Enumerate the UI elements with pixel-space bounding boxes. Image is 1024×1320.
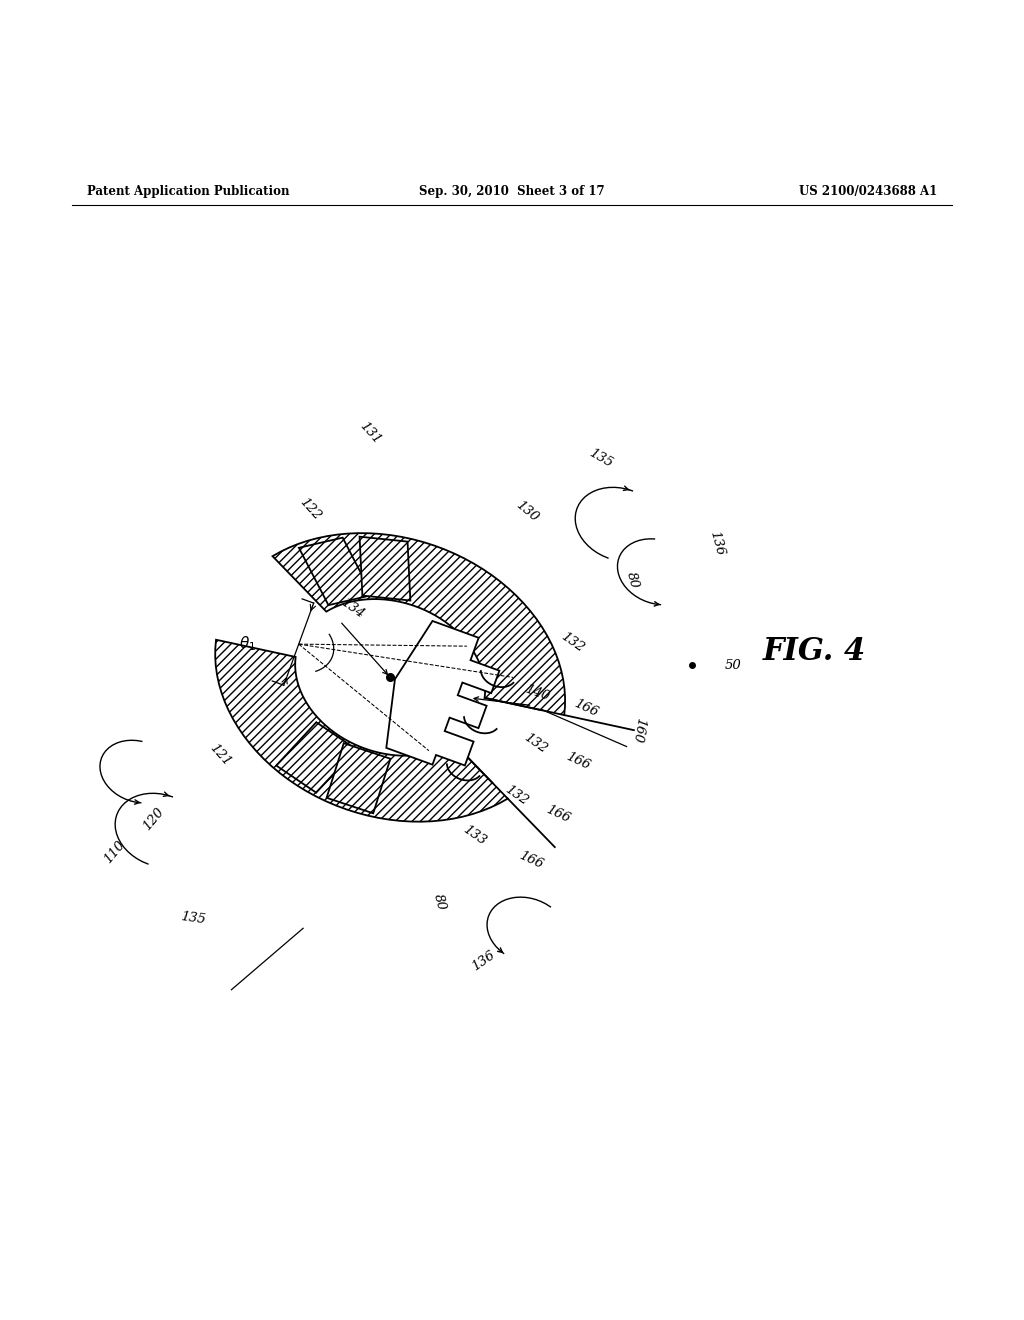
Text: 135: 135 <box>587 446 614 470</box>
Text: 130: 130 <box>513 499 541 524</box>
Text: 80: 80 <box>431 892 447 912</box>
Text: 166: 166 <box>571 697 600 719</box>
Text: 160: 160 <box>630 717 647 743</box>
Text: Sep. 30, 2010  Sheet 3 of 17: Sep. 30, 2010 Sheet 3 of 17 <box>419 185 605 198</box>
Polygon shape <box>386 620 500 766</box>
Polygon shape <box>215 640 508 821</box>
Text: 136: 136 <box>708 529 727 557</box>
Text: 132: 132 <box>521 730 549 755</box>
Text: 120: 120 <box>140 805 166 833</box>
Text: 166: 166 <box>517 849 545 871</box>
Text: 110: 110 <box>101 838 127 866</box>
Text: 140: 140 <box>523 682 551 704</box>
Text: US 2100/0243688 A1: US 2100/0243688 A1 <box>799 185 937 198</box>
Text: 131: 131 <box>356 420 383 447</box>
Text: 132: 132 <box>558 630 586 655</box>
Text: 134: 134 <box>338 597 366 622</box>
Text: Patent Application Publication: Patent Application Publication <box>87 185 290 198</box>
Text: 121: 121 <box>207 742 233 768</box>
Text: 122: 122 <box>297 495 324 523</box>
Text: FIG. 4: FIG. 4 <box>763 636 865 668</box>
Polygon shape <box>299 537 372 605</box>
Text: 136: 136 <box>469 948 498 973</box>
Text: 166: 166 <box>544 804 572 826</box>
Text: 135: 135 <box>180 911 207 927</box>
Text: 133: 133 <box>461 822 488 847</box>
Polygon shape <box>276 722 356 792</box>
Text: 80: 80 <box>625 570 641 590</box>
Text: 166: 166 <box>563 750 592 772</box>
Polygon shape <box>327 743 390 813</box>
Polygon shape <box>272 533 565 715</box>
Text: $\theta_1$: $\theta_1$ <box>239 635 256 653</box>
Text: 132: 132 <box>502 783 530 808</box>
Polygon shape <box>359 537 411 601</box>
Text: 50: 50 <box>725 659 741 672</box>
